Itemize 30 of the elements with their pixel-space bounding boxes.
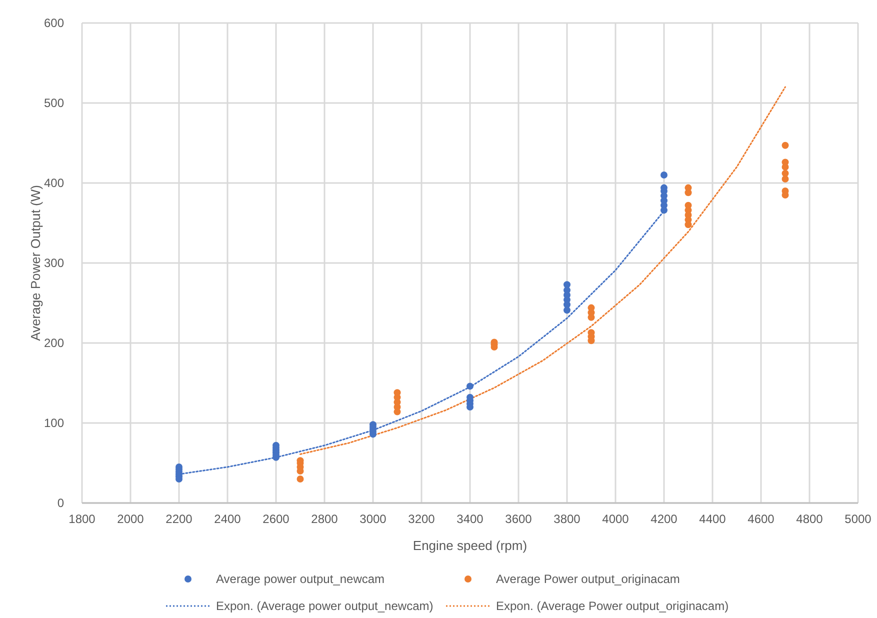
x-tick-label: 2200 [166,512,193,526]
x-tick-label: 2600 [262,512,290,526]
y-tick-label: 400 [44,176,64,190]
y-tick-label: 0 [57,496,64,510]
y-tick-label: 200 [44,336,64,350]
y-tick-label: 100 [44,416,64,430]
x-tick-label: 5000 [844,512,872,526]
x-tick-label: 3200 [408,512,436,526]
x-tick-label: 2400 [214,512,242,526]
x-tick-label: 1800 [68,512,96,526]
x-tick-label: 2800 [311,512,338,526]
x-tick-label: 3000 [360,512,387,526]
y-tick-label: 500 [44,96,64,110]
x-tick-label: 4800 [796,512,824,526]
x-axis-title: Engine speed (rpm) [412,538,528,553]
legend-label: Average power output_newcam [216,572,385,586]
x-tick-label: 4400 [699,512,726,526]
x-tick-label: 3800 [554,512,581,526]
x-tick-label: 4600 [748,512,775,526]
x-tick-label: 3600 [505,512,532,526]
y-axis-title: Average Power Output (W) [28,185,43,341]
y-tick-label: 600 [44,16,64,30]
legend-label: Expon. (Average power output_newcam) [216,599,434,614]
y-tick-label: 300 [44,256,64,270]
x-tick-label: 4200 [650,512,678,526]
legend-label: Expon. (Average Power output_originacam) [496,599,729,614]
legend-label: Average Power output_originacam [496,572,680,586]
x-tick-label: 2000 [117,512,144,526]
x-tick-label: 4000 [602,512,630,526]
x-tick-label: 3400 [456,512,484,526]
